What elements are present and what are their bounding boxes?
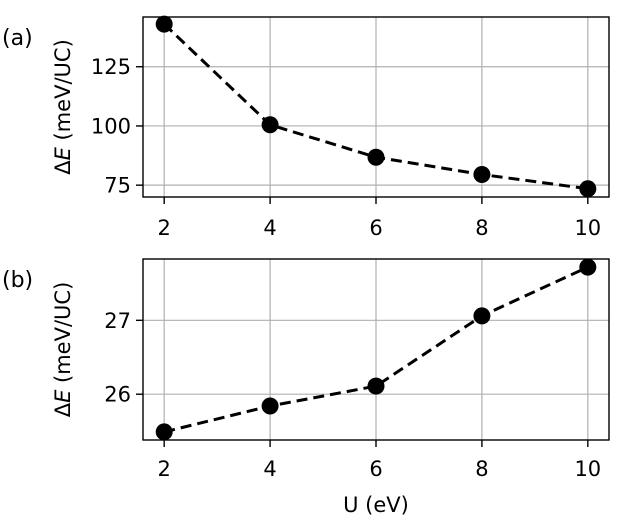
panel-b-data-point-6	[367, 377, 385, 395]
panel-b-xtick-label-8: 8	[475, 457, 488, 481]
panel-b-label: (b)	[2, 268, 33, 293]
panel-b-xtick-label-10: 10	[574, 457, 601, 481]
panel-b-data-point-2	[155, 423, 173, 441]
panel-a-data-point-6	[367, 148, 385, 166]
panel-b-data-point-8	[473, 307, 491, 325]
panel-a-ytick-label-125: 125	[91, 55, 131, 79]
panel-b-xtick-label-4: 4	[263, 457, 276, 481]
panel-a-axes-frame	[142, 16, 610, 198]
panel-a-xtick-label-8: 8	[475, 216, 488, 240]
panel-b-data-point-10	[579, 258, 597, 276]
panel-a: 2 4 6 8 10 75 100 125 ΔE (meV/UC) (a)	[2, 15, 610, 240]
panel-b-xtick-label-2: 2	[157, 457, 170, 481]
panel-a-xtick-label-10: 10	[574, 216, 601, 240]
panel-b-xlabel: U (eV)	[343, 493, 409, 517]
panel-a-data-point-8	[473, 166, 491, 183]
panel-b-ytick-label-26: 26	[104, 383, 131, 407]
panel-a-xtick-label-2: 2	[157, 216, 170, 240]
panel-a-ylabel: ΔE (meV/UC)	[51, 39, 75, 175]
panel-b-data-point-4	[261, 397, 279, 415]
panel-b-series-line-0	[163, 265, 589, 434]
panel-a-xtick-label-4: 4	[263, 216, 276, 240]
panel-b-axes-frame	[142, 258, 610, 441]
panel-a-ytick-label-75: 75	[104, 174, 131, 198]
panel-a-data-point-2	[155, 15, 173, 33]
panel-b-xtick-label-6: 6	[369, 457, 382, 481]
panel-a-data-point-4	[261, 116, 279, 134]
panel-a-data-point-10	[579, 180, 597, 198]
panel-a-xtick-label-6: 6	[369, 216, 382, 240]
panel-b-ytick-label-27: 27	[104, 309, 131, 333]
panel-a-label: (a)	[2, 26, 33, 51]
panel-b-ylabel: ΔE (meV/UC)	[51, 282, 75, 418]
panel-a-ytick-label-100: 100	[91, 114, 131, 138]
panel-b: 2 4 6 8 10 26 27 ΔE (meV/UC) U (eV) (b)	[2, 258, 610, 517]
